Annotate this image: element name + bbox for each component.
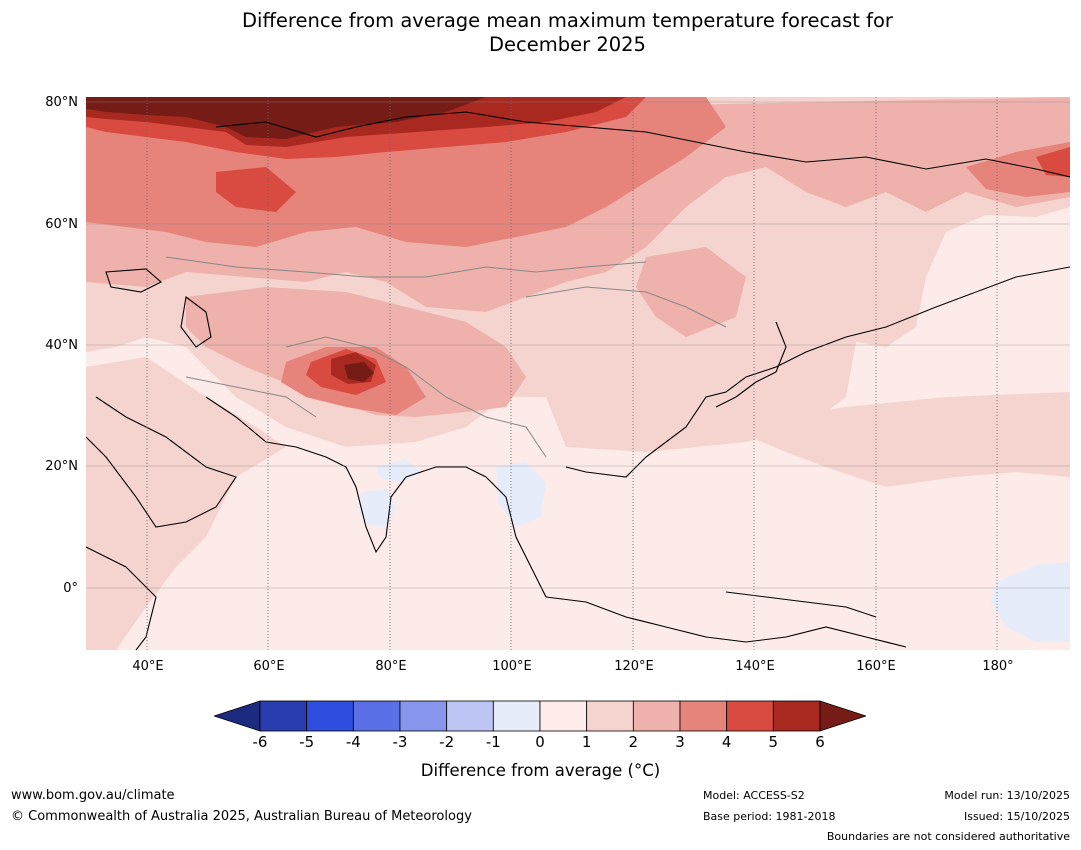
colorbar-cell bbox=[772, 700, 821, 732]
title-line-1: Difference from average mean maximum tem… bbox=[242, 9, 893, 32]
colorbar-tick-label: -1 bbox=[485, 733, 501, 751]
chart-title: Difference from average mean maximum tem… bbox=[0, 9, 1081, 56]
lon-label-140e: 140°E bbox=[735, 659, 775, 674]
coastline-new-guinea bbox=[725, 591, 877, 618]
colorbar-tick-label: 3 bbox=[675, 733, 685, 751]
colorbar-tick-label: 0 bbox=[535, 733, 545, 751]
coastline-south-asia bbox=[205, 396, 547, 598]
anomaly-zone-over-6 bbox=[86, 97, 486, 139]
coastline-arabia bbox=[86, 396, 237, 528]
colorbar-cell bbox=[726, 700, 774, 732]
border-himalaya bbox=[285, 336, 547, 458]
colorbar-tick-label: 5 bbox=[768, 733, 779, 751]
title-line-2: December 2025 bbox=[489, 32, 646, 56]
coastline-arctic bbox=[215, 111, 1070, 178]
lon-label-180: 180° bbox=[982, 659, 1014, 674]
lat-label-40n: 40°N bbox=[45, 338, 78, 353]
colorbar-tick-label: -5 bbox=[299, 733, 315, 751]
coastline-caspian bbox=[180, 296, 212, 348]
coastline-maritime-se-asia bbox=[545, 596, 907, 648]
coastlines bbox=[86, 111, 1070, 650]
anomaly-zone-4-5-east bbox=[1036, 147, 1070, 177]
colorbar bbox=[214, 700, 866, 732]
anomaly-zone-negative-1-0-indochina bbox=[496, 462, 546, 527]
temperature-anomaly-map bbox=[86, 97, 1070, 650]
anomaly-zone-2-3-east bbox=[636, 247, 746, 337]
colorbar-cell bbox=[306, 700, 354, 732]
colorbar-cell bbox=[539, 700, 588, 732]
lat-label-80n: 80°N bbox=[45, 95, 78, 110]
footer-copyright: © Commonwealth of Australia 2025, Austra… bbox=[11, 809, 472, 824]
colorbar-cells bbox=[259, 700, 821, 732]
colorbar-cell bbox=[632, 700, 681, 732]
coastline-east-africa bbox=[86, 546, 157, 650]
colorbar-under-triangle bbox=[214, 700, 261, 732]
lon-label-160e: 160°E bbox=[856, 659, 896, 674]
footer-model: Model: ACCESS-S2 bbox=[703, 789, 805, 802]
footer-issued: Issued: 15/10/2025 bbox=[963, 810, 1070, 823]
anomaly-zone-negative-1-0-india bbox=[358, 489, 396, 527]
lat-label-60n: 60°N bbox=[45, 217, 78, 232]
coastline-east-asia bbox=[565, 266, 1070, 478]
lon-label-80e: 80°E bbox=[375, 659, 407, 674]
coastline-japan bbox=[715, 321, 787, 408]
footer-website: www.bom.gov.au/climate bbox=[11, 788, 175, 803]
colorbar-tick-label: -4 bbox=[345, 733, 361, 751]
colorbar-over-triangle bbox=[819, 700, 866, 732]
colorbar-tick-label: -2 bbox=[439, 733, 455, 751]
graticule bbox=[146, 97, 998, 650]
lat-label-20n: 20°N bbox=[45, 459, 78, 474]
footer-model-run: Model run: 13/10/2025 bbox=[944, 789, 1070, 802]
colorbar-cell bbox=[586, 700, 634, 732]
coastline-black-sea bbox=[105, 268, 162, 293]
map-svg bbox=[86, 97, 1070, 650]
anomaly-zone-4-5-west bbox=[216, 167, 296, 212]
colorbar-tick-label: 4 bbox=[721, 733, 732, 751]
colorbar-cell bbox=[679, 700, 728, 732]
anomaly-zone-1-2-pacific bbox=[726, 392, 1070, 487]
colorbar-tick-label: 6 bbox=[815, 733, 825, 751]
anomaly-zone-negative-1-0-pacific bbox=[991, 562, 1070, 642]
footer-disclaimer: Boundaries are not considered authoritat… bbox=[826, 830, 1070, 843]
lon-label-40e: 40°E bbox=[132, 659, 164, 674]
lon-label-100e: 100°E bbox=[492, 659, 532, 674]
colorbar-cell bbox=[446, 700, 494, 732]
country-borders bbox=[165, 256, 727, 458]
footer-base-period: Base period: 1981-2018 bbox=[703, 810, 836, 823]
colorbar-tick-label: 2 bbox=[628, 733, 639, 751]
border-china-mongolia bbox=[525, 286, 727, 328]
colorbar-cell bbox=[352, 700, 401, 732]
lon-label-60e: 60°E bbox=[253, 659, 285, 674]
colorbar-tick-label: -3 bbox=[392, 733, 408, 751]
border-middle-east bbox=[185, 376, 317, 418]
colorbar-tick-label: -6 bbox=[252, 733, 268, 751]
colorbar-cell bbox=[399, 700, 448, 732]
colorbar-tick-label: 1 bbox=[581, 733, 592, 751]
colorbar-label: Difference from average (°C) bbox=[420, 761, 661, 780]
parallels bbox=[86, 101, 1070, 589]
lon-label-120e: 120°E bbox=[614, 659, 654, 674]
colorbar-cell bbox=[259, 700, 308, 732]
anomaly-zone-over-6-tibet bbox=[344, 362, 374, 382]
lat-label-0: 0° bbox=[63, 581, 78, 596]
colorbar-cell bbox=[492, 700, 541, 732]
border-central-asia bbox=[165, 256, 647, 278]
